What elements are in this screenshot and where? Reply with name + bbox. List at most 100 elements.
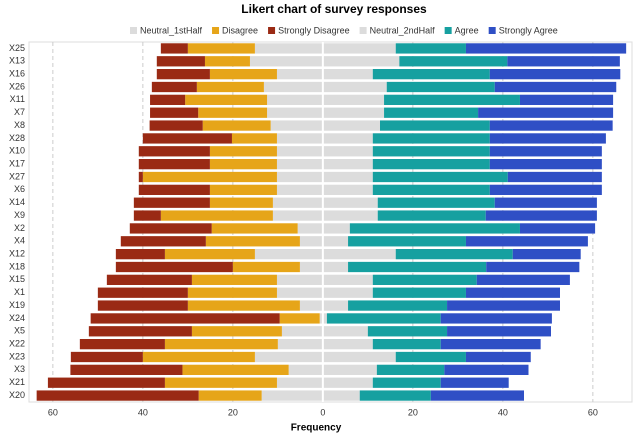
legend-swatch [130,27,137,34]
bar-segment [231,133,277,144]
bar-segment [485,210,597,221]
bar-segment [372,377,441,388]
bar-segment [494,81,617,93]
bar-segment [322,81,387,93]
legend-label: Agree [455,25,479,35]
y-tick-label: X6 [14,184,25,194]
bar-segment [372,171,508,183]
bar-segment [164,377,277,388]
legend: Neutral_1stHalf Disagree Strongly Disagree… [130,25,558,35]
y-tick-label: X12 [9,249,25,259]
x-tick-label: 40 [498,407,508,417]
bar-segment [187,43,255,54]
x-tick-label: 40 [138,407,148,417]
bar-segment [430,390,524,401]
y-tick-label: X17 [9,159,25,169]
legend-label: Strongly Disagree [278,25,350,35]
legend-label: Strongly Agree [499,25,558,35]
bar-segment [395,351,466,363]
bar-segment [279,313,320,324]
bar-segment [138,184,210,195]
x-tick-label: 0 [320,407,325,417]
bar-segment [507,56,620,67]
bar-segment [326,313,441,324]
bar-segment [349,223,520,234]
y-tick-label: X16 [9,69,25,79]
bar-segment [138,171,143,183]
bar-segment [191,274,277,285]
y-tick-label: X3 [14,364,25,374]
bar-segment [322,326,368,337]
bar-segment [489,133,606,144]
bar-segment [36,390,199,401]
bar-segment [156,56,205,67]
bar-segment [142,351,255,363]
bar-segment [465,43,627,54]
bar-segment [276,133,323,144]
bar-segment [232,261,300,273]
bar-segment [440,313,552,324]
bar-segment [512,249,581,260]
bar-segment [198,107,268,118]
bar-segment [106,274,192,285]
bar-segment [79,339,165,350]
bar-segment [97,287,188,298]
bar-segment [202,120,271,131]
bar-segment [115,261,233,273]
bar-segment [182,364,289,375]
bar-segment [322,287,373,298]
bar-segment [486,261,580,273]
bar-segment [507,171,602,183]
bar-segment [384,94,520,105]
bar-segment [447,326,551,337]
bar-segment [348,261,487,273]
bar-segment [276,377,323,388]
bar-segment [322,377,373,388]
y-tick-label: X26 [9,81,25,91]
bar-segment [115,249,165,260]
bar-segment [209,197,273,208]
bar-segment [164,339,278,350]
bar-segment [254,43,323,54]
bar-segment [70,351,143,363]
bar-segment [299,300,323,311]
y-tick-label: X18 [9,261,25,271]
bar-segment [276,171,323,183]
bar-segment [478,107,614,118]
y-tick-label: X10 [9,146,25,156]
bar-segment [322,210,378,221]
x-tick-label: 20 [228,407,238,417]
bar-segment [372,146,490,157]
bar-segment [272,197,323,208]
bar-segment [444,364,529,375]
legend-swatch [488,27,496,34]
bar-segment [185,94,268,105]
bar-segment [138,159,210,170]
bar-segment [276,287,323,298]
x-tick-label: 60 [588,407,598,417]
bar-segment [322,313,327,324]
y-tick-label: X8 [14,120,25,130]
bar-segment [211,223,298,234]
y-tick-label: X25 [9,43,25,53]
bar-segment [254,351,323,363]
bar-segment [489,69,621,80]
bar-segment [447,300,560,311]
bar-segment [267,94,323,105]
bar-segment [322,197,378,208]
bar-segment [372,287,466,298]
y-tick-label: X9 [14,210,25,220]
bar-segment [377,197,495,208]
bar-segment [151,81,197,93]
bar-segment [465,236,588,247]
bar-segment [386,81,495,93]
y-tick-label: X1 [14,287,25,297]
bar-segment [129,223,212,234]
bar-segment [399,56,508,67]
legend-label: Neutral_1stHalf [140,25,203,35]
bar-segment [372,339,441,350]
y-tick-label: X13 [9,56,25,66]
bar-segment [322,184,373,195]
bar-segment [322,69,373,80]
bar-segment [384,107,479,118]
